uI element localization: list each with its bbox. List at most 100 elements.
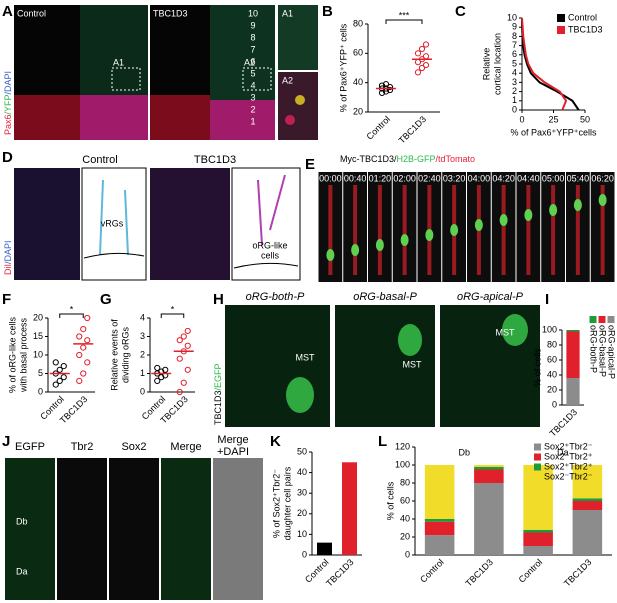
label: cells [261, 250, 280, 260]
y-tick-label: 80 [353, 18, 363, 28]
y-tick-label: 0 [405, 549, 410, 559]
point [80, 326, 87, 333]
bar-segment [566, 331, 580, 378]
label: A1 [113, 57, 124, 67]
y-tick-label: 40 [353, 77, 363, 87]
label: MST [496, 327, 516, 337]
label: oRG-like [252, 240, 287, 250]
point [180, 379, 187, 386]
timestamp: 03:20 [443, 173, 466, 183]
layer-label: 1 [250, 116, 255, 126]
sig-bracket [385, 19, 423, 24]
y-tick-label: 7 [512, 40, 517, 50]
y-axis-label: Relative [481, 48, 491, 81]
panel-letter: G [100, 291, 112, 308]
panel-letter: C [455, 3, 466, 20]
y-tick-label: 3 [140, 331, 145, 341]
image-band [14, 95, 80, 140]
cell [573, 199, 582, 211]
significance: * [70, 304, 74, 314]
cell [351, 244, 360, 256]
image [109, 458, 159, 600]
bar-segment [424, 465, 455, 519]
cell [375, 239, 384, 251]
point [84, 314, 91, 322]
layer-label: 2 [250, 104, 255, 114]
timestamp: 00:00 [319, 173, 342, 183]
layer-label: 8 [250, 32, 255, 42]
bar [317, 542, 332, 555]
image [161, 458, 211, 600]
cell [474, 219, 483, 231]
y-tick-label: 40 [400, 513, 410, 523]
channel-label: Merge [170, 441, 201, 453]
drawing [81, 167, 147, 281]
y-axis-label: % of cells [532, 348, 542, 387]
x-tick-label: Control [365, 114, 393, 142]
panel-letter: B [322, 3, 333, 20]
y-tick-label: 1 [512, 95, 517, 105]
y-tick-label: 100 [395, 459, 410, 469]
inset-box [242, 67, 272, 91]
y-axis-label: % of cells [385, 481, 395, 520]
title: oRG-both-P [246, 291, 305, 303]
image-band [150, 95, 210, 140]
line [521, 17, 568, 111]
label: A2 [244, 57, 255, 67]
bar-segment [474, 465, 504, 467]
y-tick-label: 1 [140, 368, 145, 378]
point [422, 61, 430, 69]
cell-streak [600, 185, 605, 275]
image-band [210, 100, 275, 140]
cell-sketch [257, 174, 286, 246]
point [422, 53, 430, 60]
panel-letter: E [305, 156, 315, 173]
point [176, 337, 183, 344]
label: MST [403, 359, 423, 369]
y-axis-label: Relative events of [109, 319, 119, 391]
cell [450, 224, 459, 236]
cell-sketch [99, 179, 129, 256]
panel-letter: J [2, 433, 10, 450]
y-tick-label: 10 [297, 529, 307, 539]
sig-bracket [59, 313, 84, 318]
y-tick-label: 4 [512, 68, 517, 78]
y-tick-label: 20 [353, 106, 363, 116]
point [60, 363, 67, 370]
y-axis-label: daughter cell pairs [282, 466, 292, 540]
label: Merge [217, 434, 248, 446]
label: Db [16, 516, 28, 526]
stain-label: Myc-TBC1D3/H2B-GFP/tdTomato [340, 154, 475, 164]
bar-segment [523, 529, 553, 533]
image [14, 168, 80, 280]
significance: *** [399, 10, 410, 20]
timestamp: 04:40 [517, 173, 540, 183]
label: A2 [282, 75, 293, 85]
bar-segment [424, 519, 455, 522]
y-tick-label: 80 [547, 339, 557, 349]
cell [502, 314, 528, 346]
cell [499, 214, 508, 226]
point [422, 41, 430, 48]
layer-label: 6 [250, 56, 255, 66]
inset-image [278, 5, 318, 70]
cell-streak [551, 185, 556, 275]
label: TBC1D3 [153, 8, 188, 18]
bar-segment [474, 466, 504, 470]
timestamp: 05:40 [567, 173, 590, 183]
point [386, 86, 394, 94]
legend-label: Control [568, 12, 597, 22]
image-band [80, 95, 148, 140]
stain-part: TBC1D3 [213, 390, 223, 425]
point [184, 366, 191, 373]
significance: * [171, 304, 175, 314]
ventricle [83, 252, 145, 259]
panel-letter: A [2, 3, 13, 20]
stain-part: /EGFP [213, 363, 223, 390]
point [52, 381, 59, 388]
cell [425, 229, 434, 241]
panel-letter: L [378, 433, 387, 450]
layer-label: 3 [250, 92, 255, 102]
panel-letter: H [213, 291, 224, 308]
stain-label: TBC1D3/EGFP [213, 363, 223, 425]
